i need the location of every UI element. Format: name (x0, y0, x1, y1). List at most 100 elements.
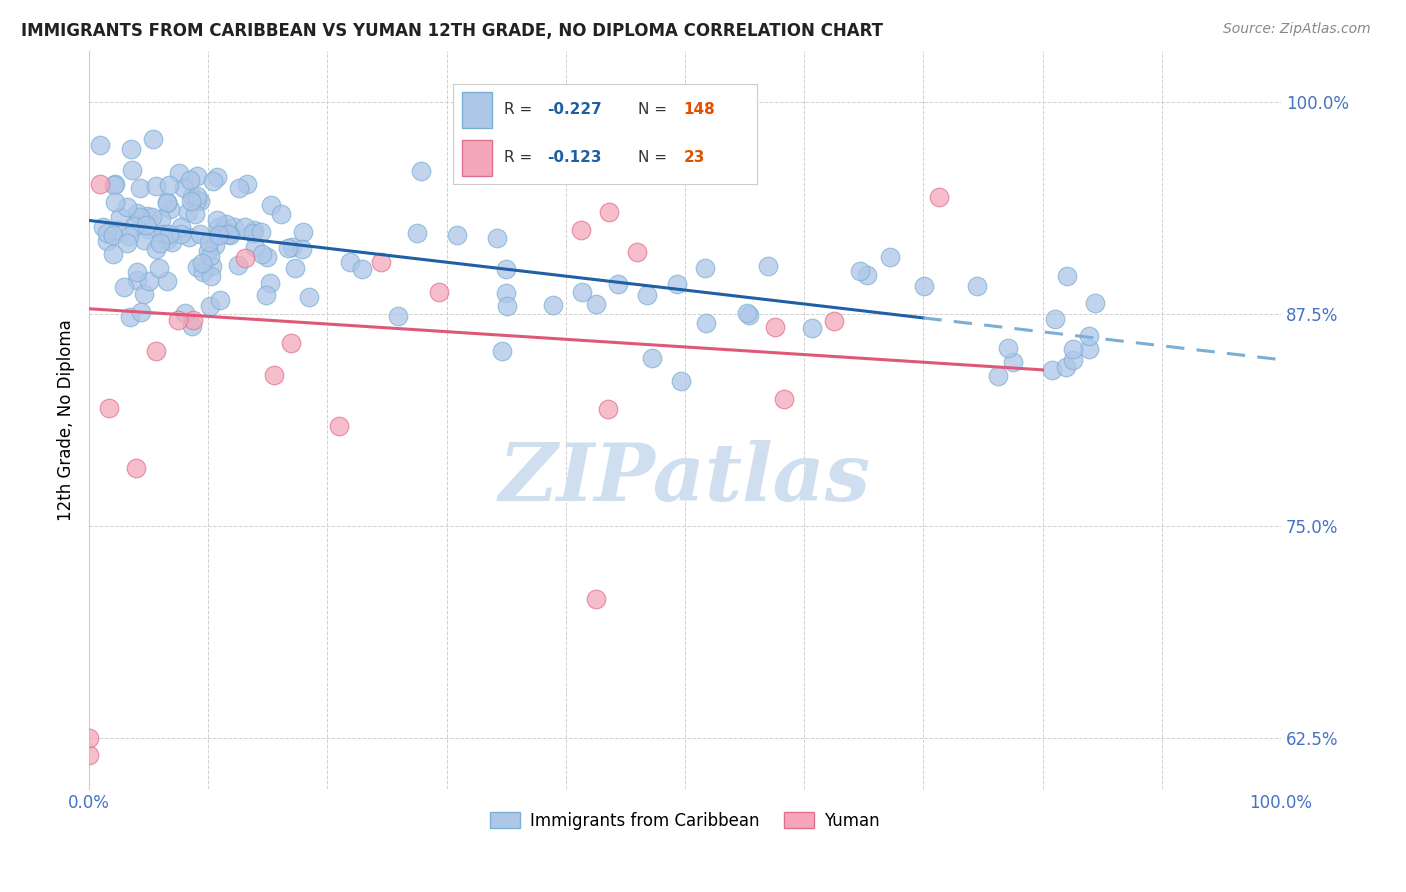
Point (190, 194, 212, 208)
Point (166, 313, 188, 327)
Point (350, 261, 373, 276)
Point (405, 226, 427, 240)
Point (209, 293, 232, 308)
Point (135, 209, 157, 223)
Point (198, 299, 221, 313)
Point (103, 228, 125, 243)
Point (485, 231, 508, 245)
Point (186, 260, 208, 274)
Point (125, 461, 148, 475)
Point (159, 227, 181, 241)
Point (585, 592, 607, 607)
Point (256, 251, 278, 265)
Point (150, 211, 173, 226)
Point (277, 241, 299, 255)
Point (1062, 342, 1084, 356)
Point (186, 193, 208, 207)
Point (208, 227, 231, 242)
Point (370, 255, 392, 269)
Point (207, 213, 229, 227)
Point (291, 225, 314, 239)
Point (254, 288, 277, 302)
Point (243, 223, 266, 237)
Point (108, 210, 131, 224)
Point (298, 290, 321, 304)
Point (181, 318, 204, 333)
Point (427, 285, 450, 299)
Point (201, 259, 224, 273)
Point (928, 190, 950, 204)
Point (180, 194, 202, 208)
Point (626, 244, 648, 259)
Point (211, 223, 233, 237)
Point (91, 220, 114, 235)
Point (387, 310, 409, 324)
Point (104, 194, 127, 209)
Point (849, 264, 872, 278)
Point (127, 206, 149, 220)
Point (328, 419, 350, 434)
Point (97, 401, 120, 415)
Point (801, 321, 824, 335)
Point (1040, 363, 1063, 377)
Point (170, 219, 193, 234)
Point (1054, 360, 1077, 375)
Point (202, 174, 225, 188)
Point (179, 173, 201, 187)
Point (1084, 296, 1107, 310)
Point (409, 163, 432, 178)
Point (159, 202, 181, 216)
Point (148, 261, 170, 276)
Text: IMMIGRANTS FROM CARIBBEAN VS YUMAN 12TH GRADE, NO DIPLOMA CORRELATION CHART: IMMIGRANTS FROM CARIBBEAN VS YUMAN 12TH … (21, 22, 883, 40)
Point (145, 344, 167, 359)
Point (997, 341, 1019, 355)
Text: ZIPatlas: ZIPatlas (499, 441, 872, 517)
Point (856, 268, 879, 282)
Point (157, 178, 180, 192)
Point (128, 211, 150, 225)
Point (541, 298, 564, 312)
Point (131, 305, 153, 319)
Point (270, 206, 292, 220)
Point (607, 277, 630, 291)
Point (571, 223, 593, 237)
Point (263, 368, 285, 383)
Point (188, 227, 211, 241)
Point (177, 205, 200, 219)
Point (339, 255, 361, 269)
Point (260, 198, 283, 212)
Point (117, 200, 139, 214)
Point (129, 181, 152, 195)
Point (823, 314, 845, 328)
Point (89, 177, 111, 191)
Point (1001, 355, 1024, 369)
Point (197, 244, 219, 258)
Point (77, 748, 100, 763)
Point (96, 234, 118, 248)
Point (191, 255, 214, 269)
Point (121, 162, 143, 177)
Point (669, 375, 692, 389)
Point (156, 194, 179, 209)
Point (125, 273, 148, 287)
Y-axis label: 12th Grade, No Diploma: 12th Grade, No Diploma (58, 319, 75, 521)
Point (665, 277, 688, 292)
Point (132, 287, 155, 301)
Point (284, 260, 307, 275)
Point (912, 279, 935, 293)
Point (160, 235, 183, 249)
Point (495, 285, 517, 300)
Point (177, 230, 200, 244)
Point (174, 306, 197, 320)
Point (105, 222, 128, 236)
Point (226, 259, 249, 273)
Point (138, 274, 160, 288)
Point (112, 279, 135, 293)
Point (191, 265, 214, 279)
Point (145, 242, 167, 256)
Point (291, 242, 314, 256)
Point (205, 170, 228, 185)
Point (219, 227, 242, 242)
Point (122, 219, 145, 234)
Point (495, 262, 517, 277)
